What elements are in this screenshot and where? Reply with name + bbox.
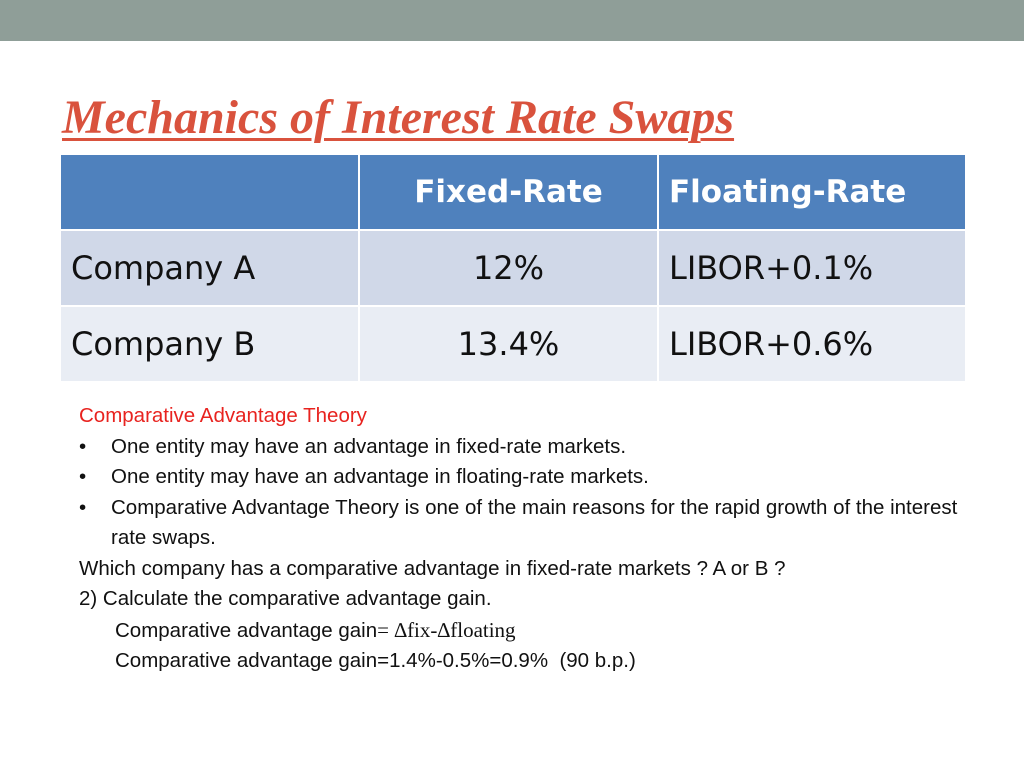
rates-table: Fixed-Rate Floating-Rate Company A 12% L… xyxy=(59,153,967,383)
header-empty-cell xyxy=(59,153,360,231)
list-item-text: One entity may have an advantage in floa… xyxy=(111,465,649,488)
formula-label: Comparative advantage gain xyxy=(115,618,378,642)
fixed-rate-cell: 13.4% xyxy=(358,305,659,383)
list-item-text: One entity may have an advantage in fixe… xyxy=(111,434,627,458)
notes-text-box: Comparative Advantage Theory • One entit… xyxy=(79,401,959,677)
table-row: Company A 12% LIBOR+0.1% xyxy=(59,229,967,307)
table-row: Company B 13.4% LIBOR+0.6% xyxy=(59,305,967,383)
question-text: Which company has a comparative advantag… xyxy=(79,556,786,580)
bullet-icon: • xyxy=(79,495,87,519)
table-header-row: Fixed-Rate Floating-Rate xyxy=(59,153,967,231)
list-item-text: Comparative Advantage Theory is one of t… xyxy=(111,495,958,550)
company-name-cell: Company A xyxy=(59,229,360,307)
top-accent-bar xyxy=(0,0,1024,41)
bullet-icon: • xyxy=(79,434,87,458)
slide-title: Mechanics of Interest Rate Swaps xyxy=(62,91,735,144)
list-item: • One entity may have an advantage in fl… xyxy=(79,462,959,493)
header-floating-rate: Floating-Rate xyxy=(657,153,967,231)
bullet-icon: • xyxy=(79,465,87,488)
company-name-cell: Company B xyxy=(59,305,360,383)
formula-line: Comparative advantage gain= ∆fix-∆floati… xyxy=(79,615,959,647)
result-line: Comparative advantage gain=1.4%-0.5%=0.9… xyxy=(115,649,636,672)
formula-expression: = ∆fix-∆floating xyxy=(377,617,516,642)
task-text: 2) Calculate the comparative advantage g… xyxy=(79,587,492,610)
bullet-list: • One entity may have an advantage in fi… xyxy=(79,432,959,554)
fixed-rate-cell: 12% xyxy=(358,229,659,307)
header-fixed-rate: Fixed-Rate xyxy=(358,153,659,231)
floating-rate-cell: LIBOR+0.6% xyxy=(657,305,967,383)
floating-rate-cell: LIBOR+0.1% xyxy=(657,229,967,307)
notes-heading: Comparative Advantage Theory xyxy=(79,404,367,427)
list-item: • Comparative Advantage Theory is one of… xyxy=(79,493,959,554)
list-item: • One entity may have an advantage in fi… xyxy=(79,432,959,463)
